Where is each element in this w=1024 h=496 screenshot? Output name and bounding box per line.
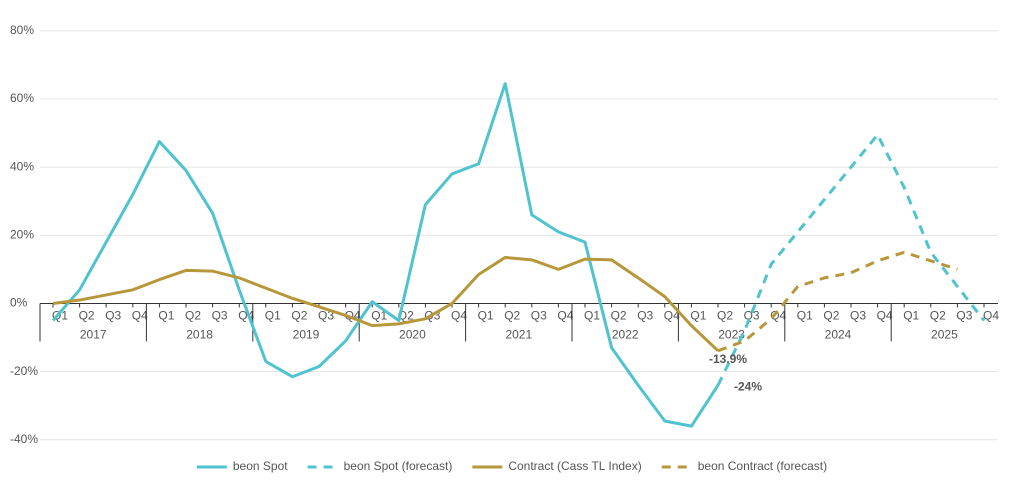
legend-label: beon Contract (forecast): [698, 459, 827, 473]
x-tick-label: Q2: [504, 309, 520, 323]
x-tick-label: Q2: [930, 309, 946, 323]
x-tick-label: Q1: [371, 309, 387, 323]
x-tick-label: Q3: [637, 309, 653, 323]
y-tick-label: -40%: [10, 432, 38, 446]
legend-label: Contract (Cass TL Index): [508, 459, 641, 473]
series-line: [716, 133, 986, 386]
x-tick-label: Q3: [212, 309, 228, 323]
x-tick-label: Q4: [557, 309, 573, 323]
x-tick-label: Q1: [265, 309, 281, 323]
x-tick-label: Q1: [478, 309, 494, 323]
group-label: 2021: [505, 328, 532, 342]
group-label: 2023: [718, 328, 745, 342]
x-tick-label: Q4: [770, 309, 786, 323]
y-tick-label: 20%: [10, 227, 34, 241]
group-label: 2025: [931, 328, 958, 342]
x-tick-label: Q3: [318, 309, 334, 323]
x-tick-label: Q4: [983, 309, 999, 323]
x-tick-label: Q3: [850, 309, 866, 323]
legend-label: beon Spot: [233, 459, 288, 473]
x-tick-label: Q3: [531, 309, 547, 323]
legend: beon Spot beon Spot (forecast) Contract (C…: [196, 459, 827, 473]
x-tick-label: Q2: [291, 309, 307, 323]
x-tick-label: Q2: [185, 309, 201, 323]
x-tick-label: Q2: [823, 309, 839, 323]
group-label: 2020: [399, 328, 426, 342]
series-line: [717, 250, 958, 353]
legend-label: beon Spot (forecast): [344, 459, 453, 473]
x-tick-label: Q1: [158, 309, 174, 323]
group-label: 2024: [825, 328, 852, 342]
group-label: 2022: [612, 328, 639, 342]
group-label: 2018: [186, 328, 213, 342]
series-line: [51, 82, 720, 428]
group-label: 2019: [293, 328, 320, 342]
x-tick-label: Q4: [451, 309, 467, 323]
x-tick-label: Q1: [903, 309, 919, 323]
x-tick-label: Q4: [132, 309, 148, 323]
y-tick-label: 0%: [10, 296, 28, 310]
data-label: -24%: [734, 379, 762, 393]
x-tick-label: Q4: [664, 309, 680, 323]
x-tick-label: Q1: [690, 309, 706, 323]
x-tick-label: Q3: [105, 309, 121, 323]
x-tick-label: Q2: [611, 309, 627, 323]
y-tick-label: 80%: [10, 23, 34, 37]
group-label: 2017: [80, 328, 107, 342]
x-tick-label: Q1: [797, 309, 813, 323]
y-tick-label: -20%: [10, 364, 38, 378]
data-label: -13.9%: [709, 352, 747, 366]
x-tick-label: Q3: [956, 309, 972, 323]
y-tick-label: 60%: [10, 91, 34, 105]
y-tick-label: 40%: [10, 159, 34, 173]
x-tick-label: Q2: [79, 309, 95, 323]
series-line: [52, 255, 720, 352]
x-tick-label: Q2: [717, 309, 733, 323]
x-tick-label: Q1: [584, 309, 600, 323]
x-tick-label: Q4: [877, 309, 893, 323]
